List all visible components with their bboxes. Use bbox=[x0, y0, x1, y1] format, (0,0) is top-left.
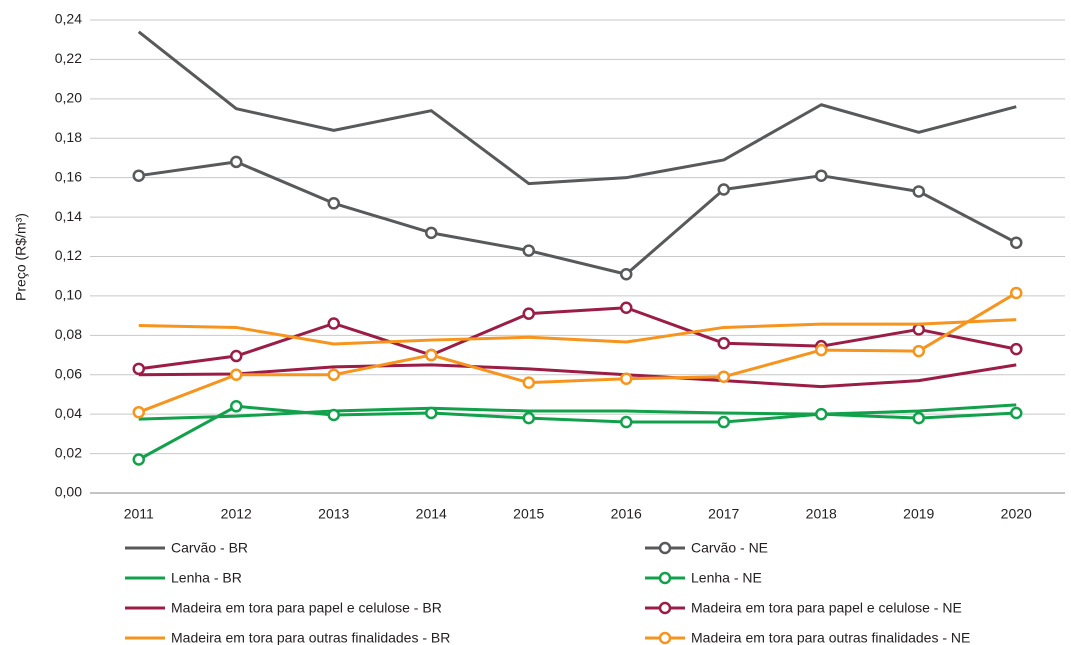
y-tick-label: 0,04 bbox=[55, 405, 82, 421]
point-marker bbox=[1010, 286, 1023, 300]
x-tick-label: 2018 bbox=[806, 506, 837, 522]
point-marker bbox=[717, 336, 730, 350]
series-line bbox=[138, 404, 1017, 461]
point-marker bbox=[327, 368, 340, 381]
point-marker bbox=[620, 372, 633, 385]
point-marker bbox=[815, 407, 828, 421]
series-line bbox=[138, 160, 1017, 276]
point-marker bbox=[717, 370, 730, 383]
legend-label: Madeira em tora para outras finalidades … bbox=[691, 630, 970, 645]
y-tick-label: 0,00 bbox=[55, 484, 82, 500]
y-tick-label: 0,06 bbox=[55, 365, 82, 381]
y-tick-label: 0,14 bbox=[55, 208, 82, 224]
legend-label: Madeira em tora para outras finalidades … bbox=[171, 630, 450, 645]
point-marker bbox=[815, 169, 828, 182]
y-tick-label: 0,02 bbox=[55, 444, 82, 460]
point-marker bbox=[132, 405, 145, 419]
point-marker bbox=[425, 226, 438, 240]
point-marker bbox=[522, 244, 535, 257]
legend-label: Lenha - NE bbox=[691, 570, 762, 586]
y-tick-label: 0,16 bbox=[55, 168, 82, 184]
x-tick-label: 2019 bbox=[903, 506, 934, 522]
legend-label: Lenha - BR bbox=[171, 570, 242, 586]
y-tick-label: 0,18 bbox=[55, 129, 82, 145]
legend-label: Madeira em tora para papel e celulose - … bbox=[171, 600, 442, 616]
legend-marker bbox=[658, 541, 672, 555]
point-marker bbox=[230, 349, 243, 363]
x-tick-label: 2016 bbox=[611, 506, 642, 522]
series-line bbox=[137, 30, 1017, 186]
point-marker bbox=[1010, 236, 1023, 249]
legend-marker bbox=[658, 601, 672, 615]
y-tick-label: 0,08 bbox=[55, 326, 82, 342]
y-tick-label: 0,20 bbox=[55, 90, 82, 106]
series-line bbox=[138, 363, 1017, 389]
point-marker bbox=[620, 267, 633, 281]
x-tick-label: 2012 bbox=[221, 506, 252, 522]
series-line bbox=[138, 318, 1017, 346]
point-marker bbox=[327, 197, 340, 210]
x-tick-label: 2014 bbox=[416, 506, 447, 522]
point-marker bbox=[327, 408, 340, 422]
point-marker bbox=[1010, 406, 1023, 420]
point-marker bbox=[230, 400, 243, 413]
series-line bbox=[138, 306, 1017, 371]
point-marker bbox=[912, 411, 925, 425]
point-marker bbox=[425, 406, 438, 420]
legend-marker bbox=[658, 571, 672, 585]
point-marker bbox=[912, 344, 925, 358]
legend-marker bbox=[658, 631, 672, 645]
point-marker bbox=[230, 155, 243, 169]
x-tick-label: 2011 bbox=[124, 506, 154, 522]
x-tick-label: 2013 bbox=[318, 506, 349, 522]
point-marker bbox=[1010, 342, 1023, 356]
point-marker bbox=[717, 183, 730, 196]
point-marker bbox=[912, 323, 925, 336]
legend-label: Carvão - NE bbox=[691, 540, 768, 556]
y-tick-label: 0,22 bbox=[55, 50, 82, 66]
point-marker bbox=[522, 307, 535, 320]
point-marker bbox=[522, 376, 535, 389]
point-marker bbox=[425, 348, 438, 362]
y-tick-label: 0,24 bbox=[55, 11, 82, 27]
point-marker bbox=[132, 169, 145, 182]
legend-label: Carvão - BR bbox=[171, 540, 248, 556]
y-tick-label: 0,12 bbox=[55, 247, 82, 263]
point-marker bbox=[230, 368, 243, 381]
point-marker bbox=[522, 411, 535, 425]
point-marker bbox=[815, 343, 828, 357]
series-line bbox=[138, 403, 1017, 421]
point-marker bbox=[912, 185, 925, 198]
y-tick-label: 0,10 bbox=[55, 287, 82, 303]
point-marker bbox=[132, 362, 145, 376]
point-marker bbox=[717, 415, 730, 429]
x-tick-label: 2017 bbox=[708, 506, 739, 522]
point-marker bbox=[620, 301, 633, 314]
legend-label: Madeira em tora para papel e celulose - … bbox=[691, 600, 962, 616]
point-marker bbox=[620, 415, 633, 429]
x-tick-label: 2020 bbox=[1001, 506, 1032, 522]
series-line bbox=[138, 291, 1018, 414]
point-marker bbox=[327, 317, 340, 330]
y-axis-label: Preço (R$/m³) bbox=[13, 213, 29, 301]
x-tick-label: 2015 bbox=[513, 506, 544, 522]
point-marker bbox=[132, 453, 145, 466]
